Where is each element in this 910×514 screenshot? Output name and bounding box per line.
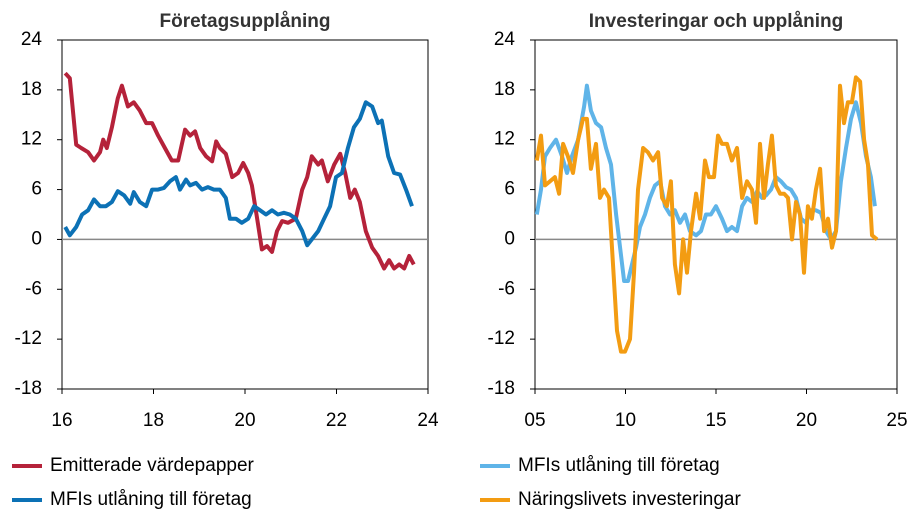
y-tick-label: 24 <box>494 29 516 50</box>
legend-label: MFIs utlåning till företag <box>518 455 720 476</box>
y-tick-label: 6 <box>31 179 42 200</box>
y-tick-label: 12 <box>494 129 515 150</box>
x-tick-label: 24 <box>417 410 439 431</box>
y-tick-label: 0 <box>31 228 42 249</box>
x-tick-label: 16 <box>51 410 72 431</box>
series-line <box>63 100 414 248</box>
plot-frame <box>61 39 429 390</box>
y-tick-label: 24 <box>21 29 43 50</box>
y-tick-label: -18 <box>488 378 515 399</box>
legend-label: Näringslivets investeringar <box>518 489 741 510</box>
y-tick-label: 0 <box>504 228 515 249</box>
x-tick-label: 05 <box>524 410 545 431</box>
x-tick-label: 20 <box>796 410 817 431</box>
y-tick-label: 12 <box>21 129 42 150</box>
y-tick-label: -6 <box>498 278 515 299</box>
y-tick-label: 6 <box>504 179 515 200</box>
series-line <box>63 71 416 271</box>
series-line <box>534 75 879 354</box>
legend-label: Emitterade värdepapper <box>50 455 255 476</box>
y-tick-label: -18 <box>15 378 42 399</box>
x-tick-label: 10 <box>615 410 636 431</box>
x-tick-label: 15 <box>705 410 726 431</box>
y-tick-label: 18 <box>21 79 42 100</box>
series-line <box>534 83 877 283</box>
x-tick-label: 20 <box>234 410 255 431</box>
y-tick-label: -12 <box>488 328 515 349</box>
chart-title: Företagsupplåning <box>160 11 331 32</box>
x-tick-label: 18 <box>143 410 164 431</box>
x-tick-label: 25 <box>886 410 907 431</box>
y-tick-label: -6 <box>25 278 42 299</box>
y-tick-label: 18 <box>494 79 515 100</box>
x-tick-label: 22 <box>326 410 347 431</box>
chart-title: Investeringar och upplåning <box>589 11 843 32</box>
legend-label: MFIs utlåning till företag <box>50 489 252 510</box>
y-tick-label: -12 <box>15 328 42 349</box>
